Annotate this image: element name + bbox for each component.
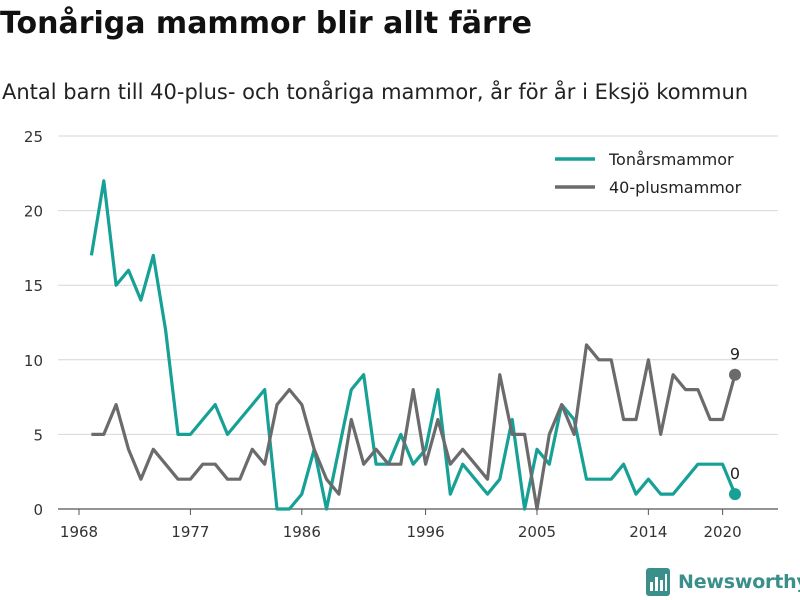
y-tick-label-0: 0 — [33, 501, 43, 519]
x-tick-label-1977: 1977 — [171, 523, 209, 541]
x-tick-label-1996: 1996 — [406, 523, 444, 541]
end-labels: 90 — [729, 345, 741, 501]
legend-label-1: 40-plusmammor — [609, 178, 742, 197]
x-tick-label-1968: 1968 — [60, 523, 98, 541]
y-tick-label-25: 25 — [24, 128, 43, 146]
y-axis-ticks: 0 5 10 15 20 25 — [24, 128, 43, 519]
grid-lines — [58, 135, 778, 510]
y-tick-label-15: 15 — [24, 277, 43, 295]
series-line-40-plusmammor — [91, 343, 737, 511]
y-tick-label-20: 20 — [24, 203, 43, 221]
page-title: Tonåriga mammor blir allt färre — [0, 6, 532, 41]
series-line-tonårsmammor — [89, 179, 737, 511]
legend-label-0: Tonårsmammor — [608, 150, 734, 169]
brand-name: Newsworthy — [678, 571, 800, 593]
newsworthy-logo[interactable]: Newsworthy — [646, 568, 800, 596]
page-subtitle: Antal barn till 40-plus- och tonåriga ma… — [2, 80, 749, 104]
end-label-0: 9 — [730, 345, 740, 364]
legend: Tonårsmammor 40-plusmammor — [555, 150, 742, 197]
y-tick-label-5: 5 — [33, 426, 43, 444]
y-tick-label-10: 10 — [24, 352, 43, 370]
series-lines — [89, 179, 737, 511]
x-tick-label-1986: 1986 — [283, 523, 321, 541]
x-axis-ticks: 1968 1977 1986 1996 2005 2014 2020 — [60, 509, 742, 541]
bar-chart-logo-icon — [646, 568, 670, 596]
x-tick-label-2005: 2005 — [518, 523, 556, 541]
end-point-0 — [729, 368, 741, 381]
end-point-1 — [729, 488, 741, 501]
x-tick-label-2020: 2020 — [704, 523, 742, 541]
x-tick-label-2014: 2014 — [629, 523, 667, 541]
end-label-1: 0 — [730, 464, 740, 483]
